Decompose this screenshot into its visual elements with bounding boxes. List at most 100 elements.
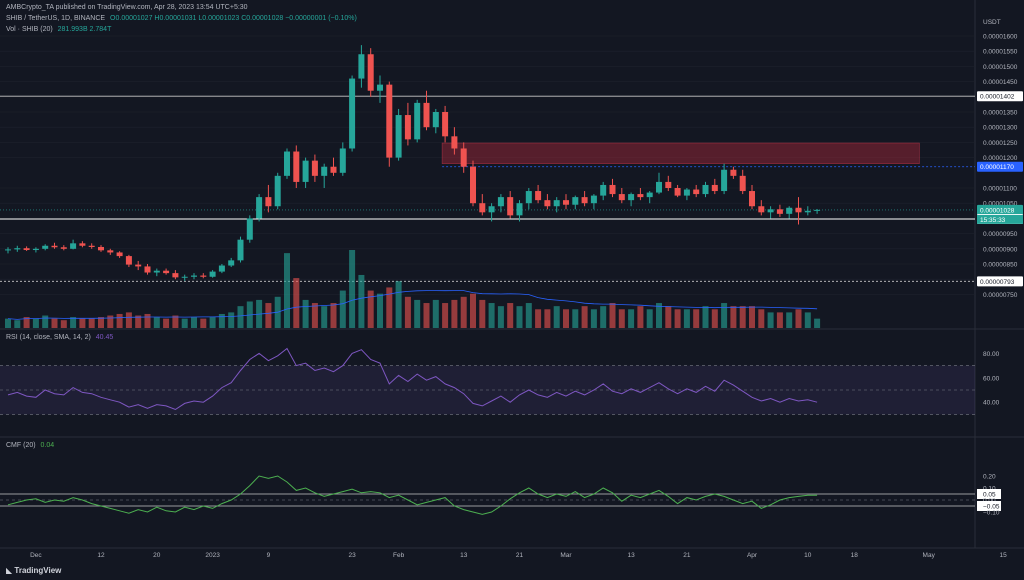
candle <box>739 169 746 195</box>
candle <box>60 245 67 251</box>
volume-bar <box>367 290 374 328</box>
candle <box>284 148 290 179</box>
volume-bar <box>172 315 179 328</box>
candle-body <box>274 175 281 207</box>
time-tick-label: 18 <box>851 552 859 559</box>
candle <box>42 244 49 251</box>
volume-bar <box>404 296 411 328</box>
candle-body <box>237 239 244 261</box>
price-tick-label: 0.00001450 <box>983 79 1018 86</box>
price-label-box <box>977 276 1023 287</box>
candle-body <box>804 210 811 213</box>
candle <box>339 142 346 176</box>
candle <box>507 191 514 219</box>
volume-bar <box>339 290 346 328</box>
candle-body <box>730 169 737 176</box>
candle <box>70 239 77 250</box>
volume-bar <box>814 318 821 328</box>
volume-bar <box>646 309 653 328</box>
candle-body <box>144 266 151 273</box>
time-tick-label: 13 <box>460 552 468 559</box>
candle-body <box>14 248 21 250</box>
time-tick-label: May <box>923 552 936 559</box>
volume-bar <box>414 299 421 328</box>
volume-bar <box>609 303 616 328</box>
candle <box>98 245 104 252</box>
candle <box>656 172 662 195</box>
volume-bar <box>618 309 625 328</box>
candle-body <box>358 54 365 79</box>
candle <box>172 270 179 280</box>
volume-bar <box>600 306 607 328</box>
candle-body <box>321 166 328 176</box>
cmf-label[interactable]: CMF (20) <box>6 442 36 449</box>
symbol-label[interactable]: SHIB / TetherUS, 1D, BINANCE <box>6 15 106 22</box>
volume-bar <box>702 306 709 328</box>
supply-zone <box>441 142 920 164</box>
price-label-text: 0.00001170 <box>980 164 1014 171</box>
candle-body <box>544 200 551 207</box>
rsi-label[interactable]: RSI (14, close, SMA, 14, 2) <box>6 334 91 341</box>
volume-bar <box>451 299 458 328</box>
candle-body <box>88 245 95 247</box>
tradingview-watermark: ◣ TradingView <box>6 566 61 575</box>
volume-label[interactable]: Vol · SHIB (20) <box>6 26 53 33</box>
candle <box>749 184 755 210</box>
volume-bar <box>209 317 216 328</box>
candle <box>367 48 374 97</box>
candle-body <box>256 197 263 219</box>
candle-body <box>628 194 635 201</box>
candle <box>404 102 411 146</box>
volume-bar <box>70 317 77 328</box>
candle-body <box>191 275 197 277</box>
candle <box>218 264 225 274</box>
candle <box>265 184 272 213</box>
volume-bar <box>395 281 402 328</box>
candle-body <box>656 181 662 193</box>
candle-body <box>665 181 672 188</box>
candle-body <box>702 184 709 195</box>
candle-body <box>51 245 58 248</box>
candle <box>386 81 393 167</box>
candle-body <box>609 184 616 195</box>
candle <box>274 172 281 210</box>
candle <box>711 178 718 195</box>
candle-body <box>507 197 514 216</box>
candle-body <box>218 265 225 272</box>
time-tick-label: Feb <box>393 552 405 559</box>
candle-body <box>330 166 337 173</box>
volume-bar <box>116 313 123 328</box>
candle-body <box>488 206 495 213</box>
candle-body <box>795 207 802 213</box>
candle <box>237 236 244 263</box>
candle <box>144 264 151 275</box>
volume-bar <box>470 293 476 328</box>
candle <box>191 273 197 280</box>
candle-body <box>516 203 523 216</box>
candle <box>535 184 542 204</box>
currency-label: USDT <box>983 19 1001 26</box>
candle-body <box>563 200 569 205</box>
volume-bar <box>349 250 356 328</box>
candle-body <box>479 203 486 213</box>
candle <box>256 194 263 222</box>
candle <box>721 163 728 195</box>
volume-bar <box>163 318 170 328</box>
candle <box>135 260 142 271</box>
price-tick-label: 0.00001050 <box>983 201 1018 208</box>
candle-body <box>293 151 300 182</box>
candle <box>665 175 672 192</box>
candle <box>767 206 774 219</box>
candle-body <box>572 197 579 205</box>
candle <box>776 204 783 217</box>
time-tick-label: 10 <box>804 552 812 559</box>
time-tick-label: 23 <box>348 552 356 559</box>
candle <box>377 75 383 103</box>
volume-bar <box>107 315 114 328</box>
volume-bar <box>200 318 207 328</box>
volume-bar <box>423 303 430 328</box>
candle <box>5 247 11 254</box>
candle-body <box>172 273 179 278</box>
candle <box>23 246 30 251</box>
